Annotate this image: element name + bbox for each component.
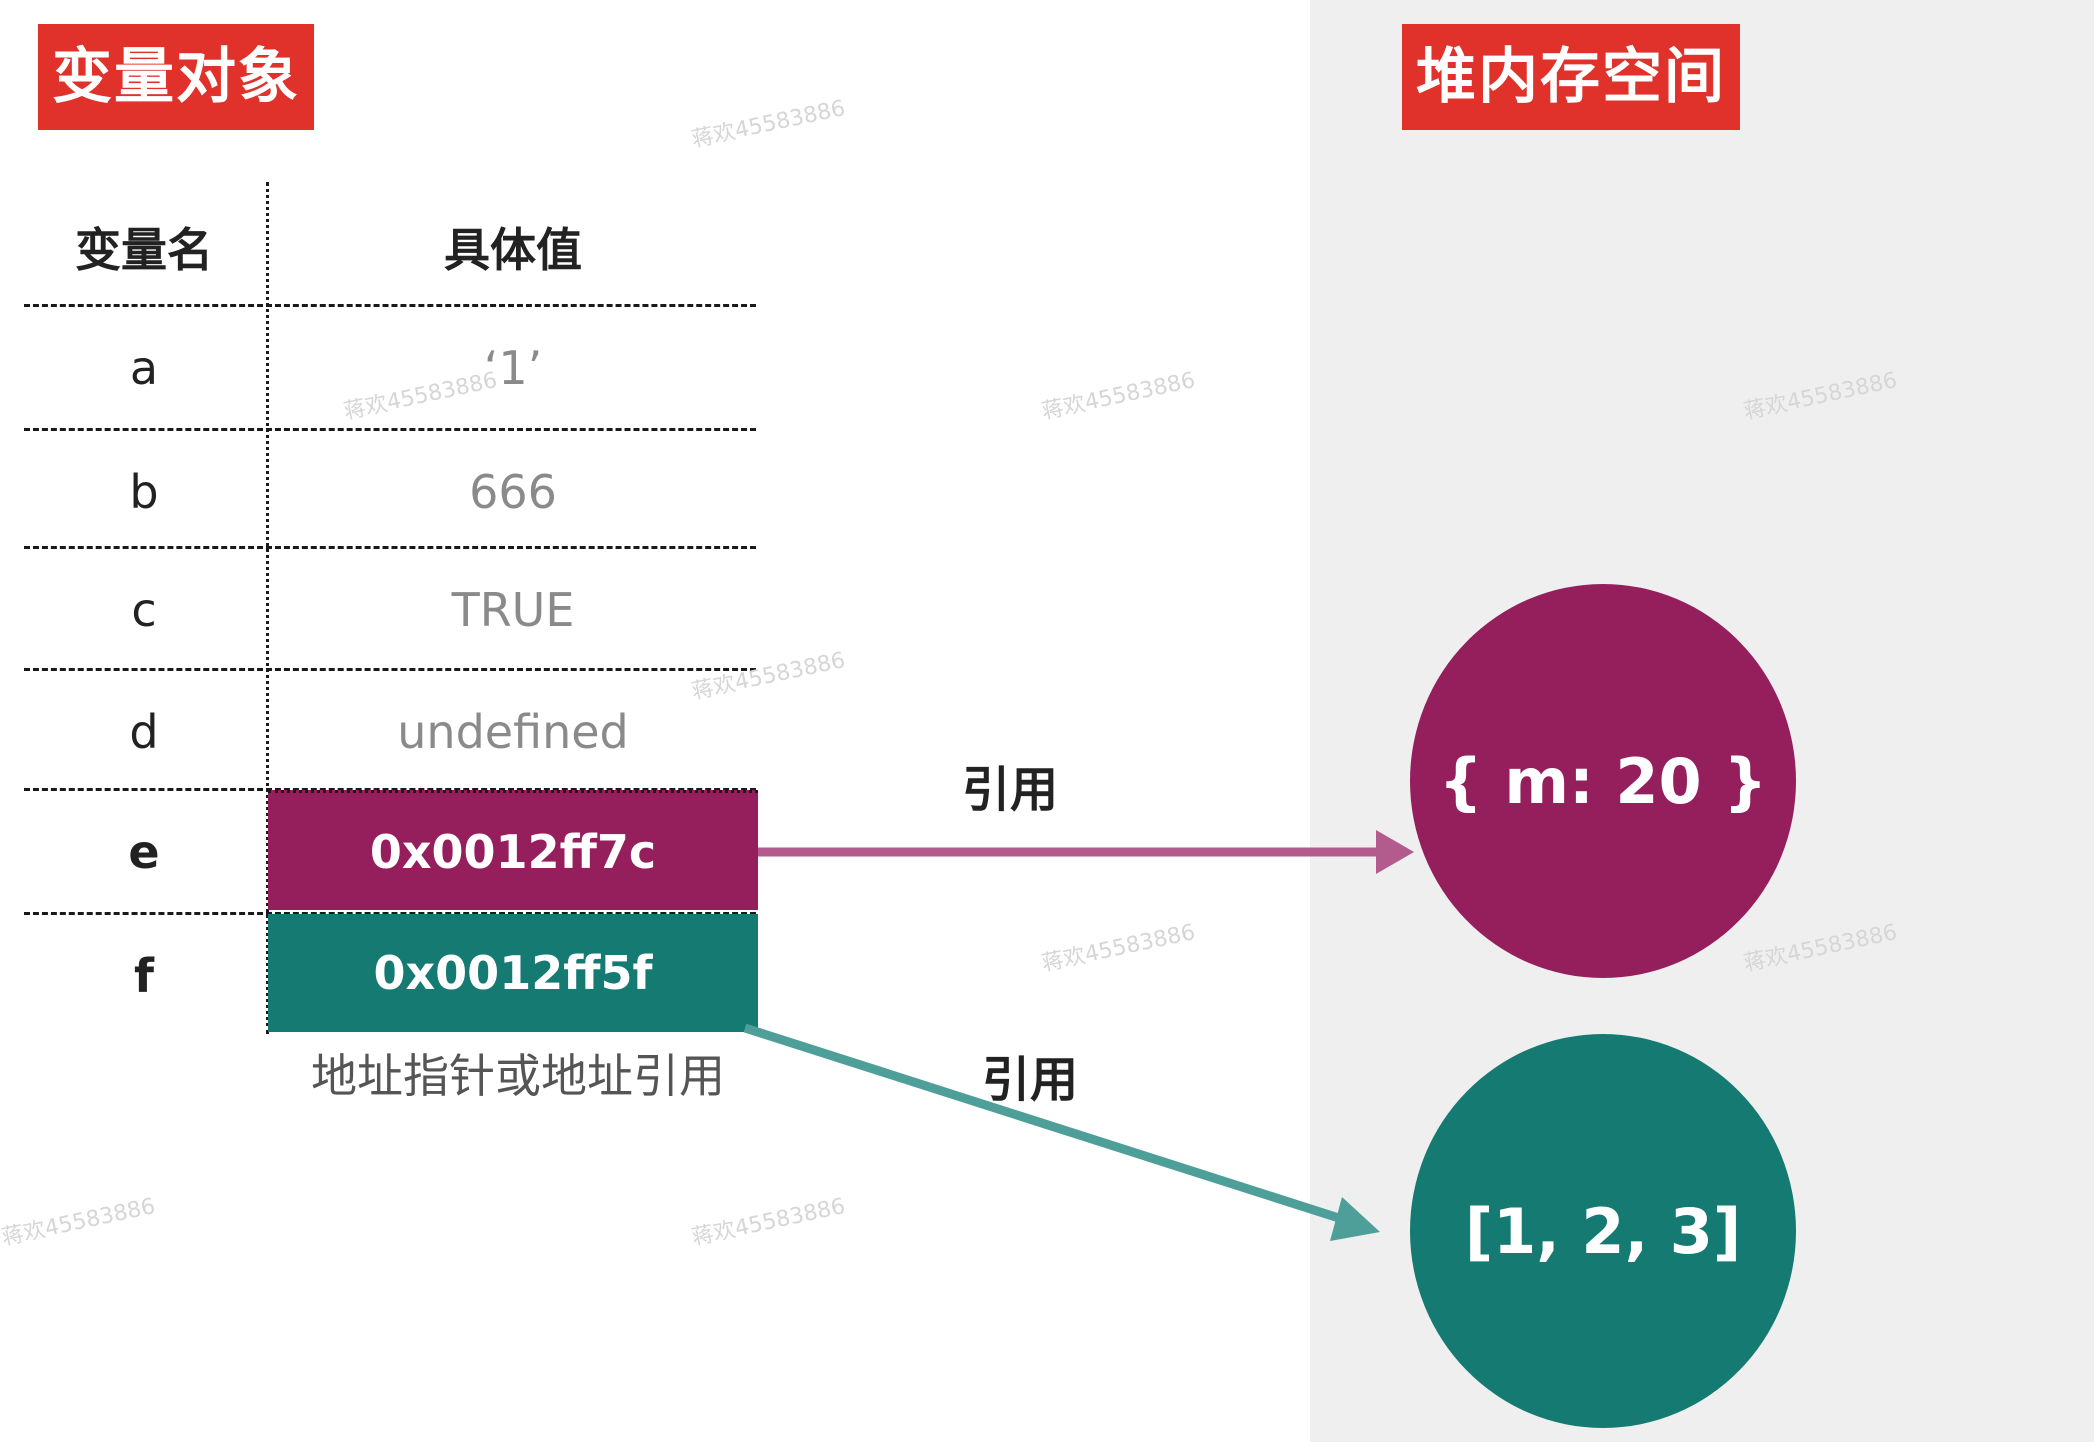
header-concrete-value: 具体值 (444, 223, 582, 277)
reference-label-f: 引用 (982, 1052, 1079, 1108)
heap-array-circle: [1, 2, 3] (1410, 1034, 1796, 1428)
row-divider (24, 428, 756, 431)
variable-name-a: a (129, 341, 159, 395)
address-box-f: 0x0012ff5f (268, 914, 758, 1032)
heap-space-title: 堆内存空间 (1402, 24, 1740, 130)
variable-object-title: 变量对象 (38, 24, 314, 130)
arrow-f-line (743, 1023, 1347, 1225)
arrow-e-head (1376, 830, 1414, 874)
address-box-e: 0x0012ff7c (268, 790, 758, 910)
variable-value-b: 666 (469, 465, 557, 519)
variable-name-b: b (129, 465, 159, 519)
variable-value-a: ‘1’ (483, 341, 543, 395)
variable-name-f: f (133, 949, 154, 1003)
variable-name-e: e (128, 825, 160, 879)
variable-name-d: d (129, 705, 159, 759)
column-divider (266, 182, 269, 1034)
variable-value-d: undefined (397, 705, 629, 759)
variable-name-c: c (131, 583, 157, 637)
row-divider (24, 668, 756, 671)
reference-label-e: 引用 (962, 762, 1059, 818)
heap-object-circle: { m: 20 } (1410, 584, 1796, 978)
header-variable-name: 变量名 (75, 223, 213, 277)
arrow-f-head (1330, 1197, 1380, 1241)
variable-value-c: TRUE (451, 583, 575, 637)
row-divider (24, 788, 756, 791)
row-divider (24, 912, 756, 915)
row-divider (24, 304, 756, 307)
address-caption: 地址指针或地址引用 (311, 1049, 725, 1103)
row-divider (24, 546, 756, 549)
